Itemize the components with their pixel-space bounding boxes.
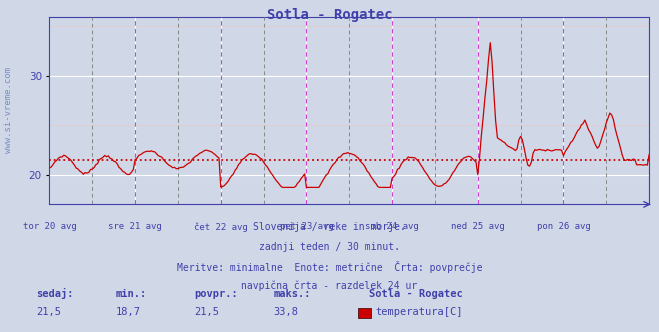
- Text: navpična črta - razdelek 24 ur: navpična črta - razdelek 24 ur: [241, 280, 418, 291]
- Text: 21,5: 21,5: [36, 307, 61, 317]
- Text: min.:: min.:: [115, 289, 146, 299]
- Text: tor 20 avg: tor 20 avg: [22, 222, 76, 231]
- Text: www.si-vreme.com: www.si-vreme.com: [4, 67, 13, 153]
- Text: ned 25 avg: ned 25 avg: [451, 222, 505, 231]
- Text: 33,8: 33,8: [273, 307, 299, 317]
- Text: Meritve: minimalne  Enote: metrične  Črta: povprečje: Meritve: minimalne Enote: metrične Črta:…: [177, 261, 482, 273]
- Text: 21,5: 21,5: [194, 307, 219, 317]
- Text: pon 26 avg: pon 26 avg: [536, 222, 590, 231]
- Text: pet 23 avg: pet 23 avg: [279, 222, 333, 231]
- Text: Sotla - Rogatec: Sotla - Rogatec: [369, 289, 463, 299]
- Text: zadnji teden / 30 minut.: zadnji teden / 30 minut.: [259, 242, 400, 252]
- Text: sob 24 avg: sob 24 avg: [365, 222, 419, 231]
- Text: čet 22 avg: čet 22 avg: [194, 222, 248, 232]
- Text: Slovenija / reke in morje.: Slovenija / reke in morje.: [253, 222, 406, 232]
- Text: temperatura[C]: temperatura[C]: [376, 307, 463, 317]
- Text: povpr.:: povpr.:: [194, 289, 238, 299]
- Text: Sotla - Rogatec: Sotla - Rogatec: [267, 8, 392, 22]
- Text: sre 21 avg: sre 21 avg: [108, 222, 162, 231]
- Text: sedaj:: sedaj:: [36, 288, 74, 299]
- Text: maks.:: maks.:: [273, 289, 311, 299]
- Text: 18,7: 18,7: [115, 307, 140, 317]
